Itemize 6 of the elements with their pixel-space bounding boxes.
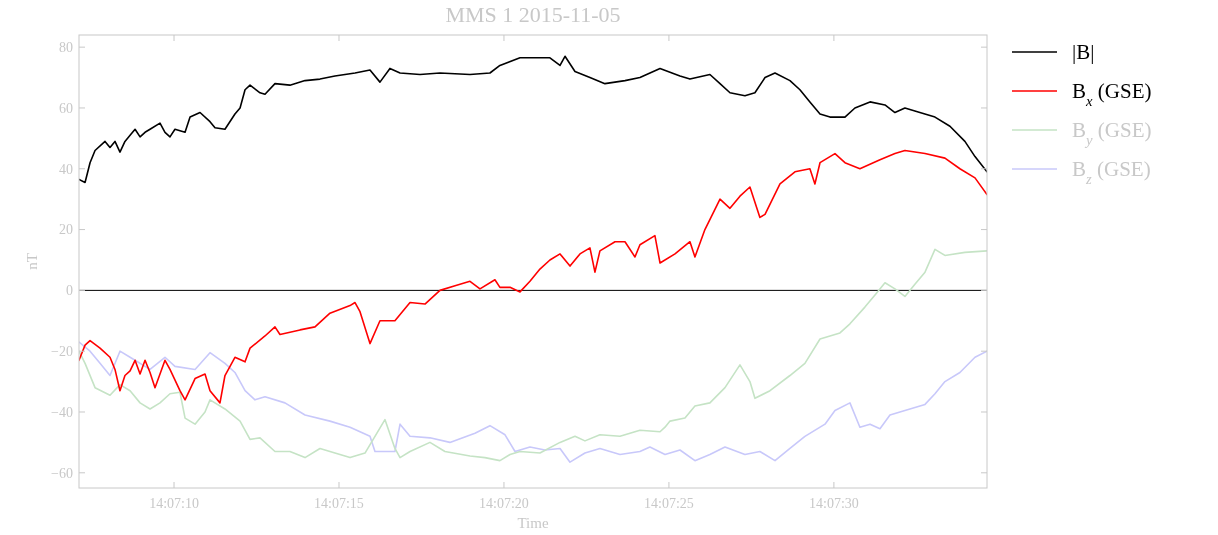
line-series [79,248,987,462]
legend-label: B$_{x}$ (GSE) [1072,79,1152,110]
legend-label: |B| [1072,40,1095,65]
line-series [79,149,987,404]
line-series [79,55,987,184]
line-series [79,341,987,463]
